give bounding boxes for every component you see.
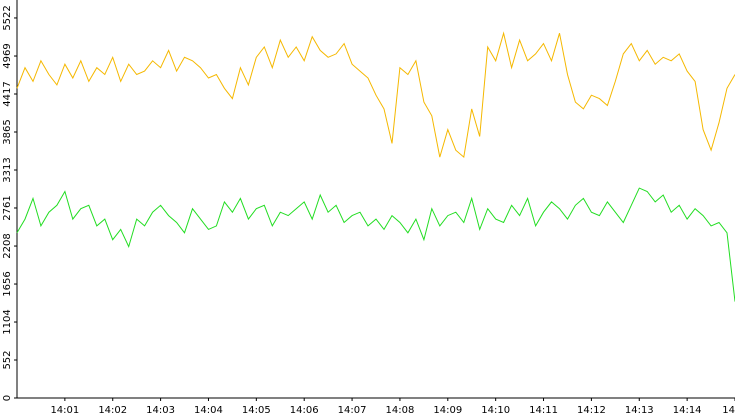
y-tick-label: 552 xyxy=(2,350,13,369)
y-tick-label: 4969 xyxy=(2,43,13,68)
x-tick-label: 14:04 xyxy=(194,405,223,415)
series-line xyxy=(16,31,735,159)
y-tick-label: 4417 xyxy=(2,81,13,106)
y-tick-label: 5522 xyxy=(2,5,13,30)
x-tick-label: 14:01 xyxy=(50,405,79,415)
y-tick-label: 1104 xyxy=(2,309,13,334)
x-tick-label: 14:03 xyxy=(146,405,175,415)
series-line xyxy=(16,187,735,302)
y-tick-label: 1656 xyxy=(2,271,13,296)
x-tick-label: 14:14 xyxy=(673,405,702,415)
y-tick-label: 2208 xyxy=(2,233,13,258)
x-tick-label: 14:07 xyxy=(338,405,367,415)
x-tick-label: 14:02 xyxy=(98,405,127,415)
x-tick-label: 14:12 xyxy=(577,405,606,415)
y-tick-label: 2761 xyxy=(2,195,13,220)
y-tick-label: 0 xyxy=(2,395,13,401)
y-tick-label: 3865 xyxy=(2,119,13,144)
x-tick-label: 14:06 xyxy=(290,405,319,415)
x-tick-label: 14:10 xyxy=(481,405,510,415)
x-tick-label: 14:11 xyxy=(529,405,558,415)
y-tick-label: 3313 xyxy=(2,157,13,182)
x-tick-label: 14:08 xyxy=(386,405,415,415)
x-tick-label: 14 xyxy=(722,405,735,415)
x-tick-label: 14:05 xyxy=(242,405,271,415)
x-tick-label: 14:09 xyxy=(433,405,462,415)
x-tick-label: 14:13 xyxy=(625,405,654,415)
